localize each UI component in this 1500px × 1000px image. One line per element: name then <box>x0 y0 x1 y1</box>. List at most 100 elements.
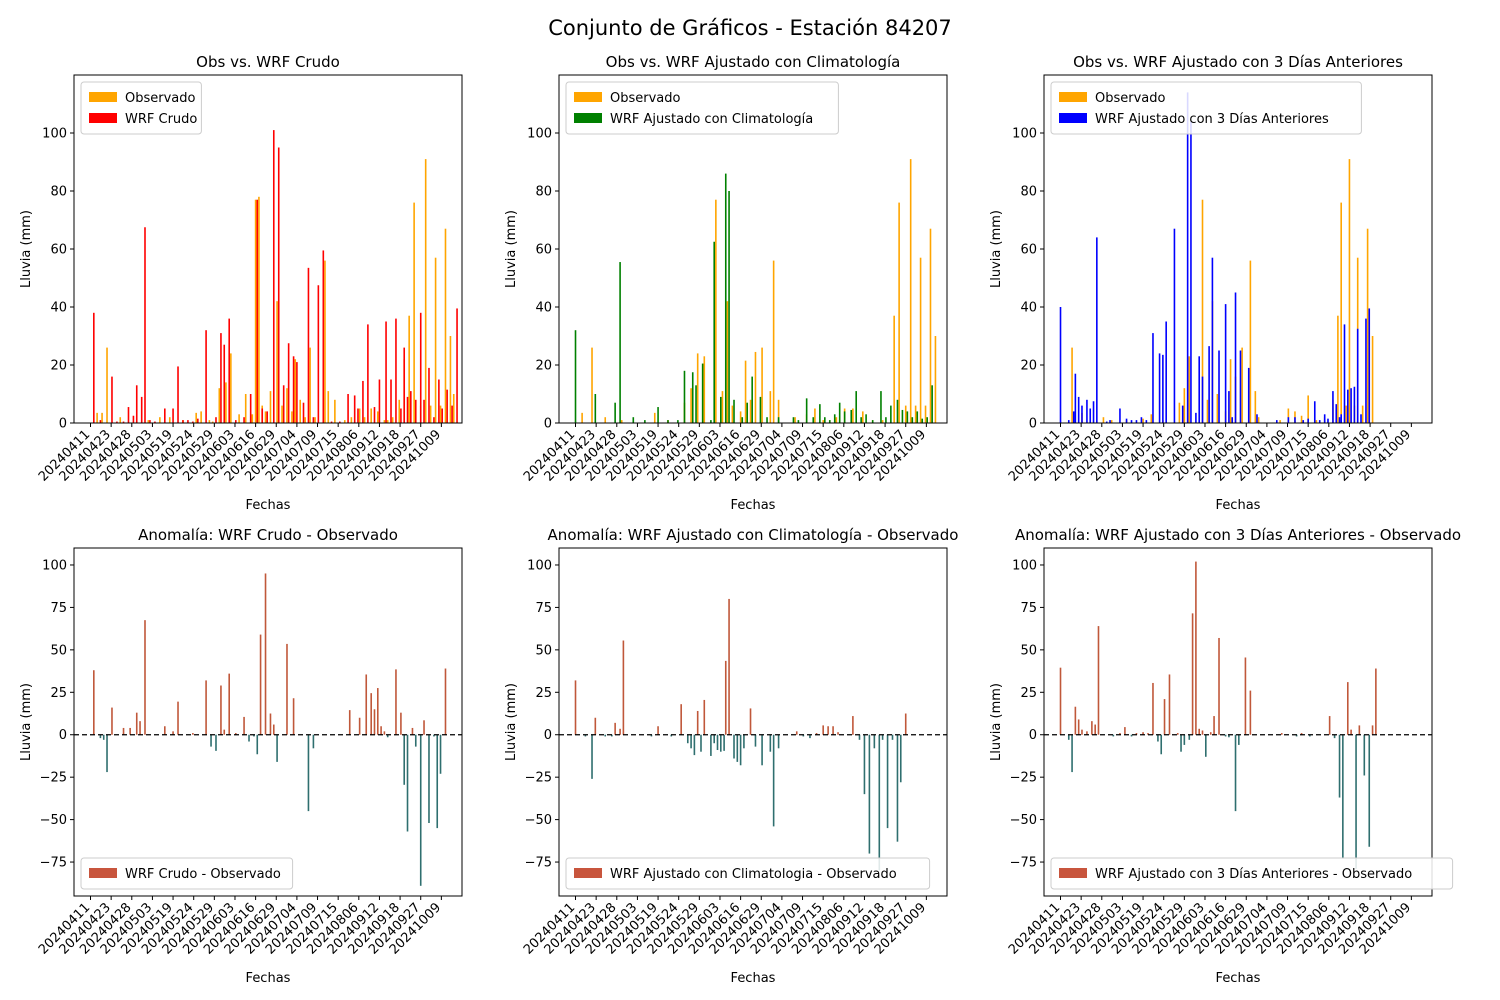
bar <box>814 408 816 423</box>
bar <box>127 407 130 423</box>
bars <box>574 159 937 423</box>
bar <box>177 366 179 423</box>
bar <box>795 731 798 735</box>
bar <box>269 713 272 735</box>
bar <box>378 379 381 423</box>
bar <box>122 421 125 423</box>
legend-swatch <box>574 113 602 123</box>
y-tick-label: 100 <box>527 558 552 573</box>
bar <box>850 409 853 423</box>
bar <box>187 420 189 423</box>
bar <box>144 227 146 423</box>
bar <box>1300 415 1303 423</box>
bar <box>1074 706 1077 735</box>
bar <box>1254 391 1257 423</box>
bar <box>746 402 749 423</box>
bar <box>1142 418 1144 423</box>
bar <box>363 417 366 423</box>
bar <box>1168 674 1171 735</box>
bar <box>1077 719 1080 735</box>
bar <box>294 359 297 423</box>
bar <box>296 362 298 423</box>
bar <box>713 734 715 744</box>
bar <box>1228 391 1230 423</box>
y-tick-label: −25 <box>40 771 67 786</box>
bar <box>99 734 102 739</box>
bars <box>93 573 447 886</box>
bar <box>205 330 207 423</box>
bar <box>724 660 727 735</box>
bar <box>584 734 587 737</box>
bar <box>1094 724 1096 735</box>
bar <box>1371 725 1374 735</box>
bar <box>743 734 745 749</box>
bar <box>720 396 722 423</box>
bar <box>1353 386 1356 423</box>
bar <box>591 347 593 423</box>
bar <box>1213 716 1215 735</box>
bar <box>878 734 881 871</box>
y-tick-label: 0 <box>1029 728 1037 743</box>
bar <box>292 356 295 423</box>
bar <box>111 707 113 735</box>
bar <box>286 388 288 423</box>
bar <box>1119 408 1121 423</box>
y-tick-label: 100 <box>42 127 67 142</box>
y-tick-label: 50 <box>535 643 552 658</box>
legend-entry: WRF Ajustado con 3 Días Anteriores - Obs… <box>1095 867 1412 882</box>
bar <box>1228 734 1230 738</box>
legend-box <box>565 81 839 135</box>
bar <box>865 414 867 423</box>
bar <box>266 411 268 423</box>
bar <box>792 417 795 423</box>
y-tick-label: 25 <box>50 686 67 701</box>
bar <box>1181 405 1184 423</box>
bar <box>291 411 293 423</box>
bar <box>1337 315 1339 423</box>
bar <box>886 734 889 829</box>
bar <box>347 394 349 423</box>
bar <box>924 405 927 423</box>
bar <box>1309 734 1311 737</box>
bar <box>1313 401 1316 423</box>
bar <box>251 414 254 423</box>
bar <box>348 710 351 735</box>
bar <box>1152 682 1154 735</box>
bar <box>228 673 230 735</box>
bar <box>1279 420 1281 423</box>
bar <box>428 367 430 423</box>
y-tick-label: 80 <box>535 185 552 200</box>
bar <box>1071 734 1073 773</box>
y-tick-label: 0 <box>59 728 67 743</box>
bar <box>1176 733 1179 735</box>
bar <box>254 199 257 423</box>
y-tick-label: 20 <box>1020 359 1037 374</box>
bar <box>99 420 102 423</box>
bar <box>261 408 264 423</box>
plot-frame <box>558 547 948 897</box>
bar <box>929 228 932 423</box>
bar <box>438 379 440 423</box>
legend-box <box>565 857 931 890</box>
chart-title: Anomalía: WRF Crudo - Observado <box>138 526 398 544</box>
bars <box>1059 92 1374 423</box>
bar <box>574 330 577 423</box>
bar <box>411 727 414 735</box>
bar <box>386 420 389 423</box>
bar <box>272 130 275 423</box>
bar <box>797 420 800 423</box>
bar <box>1224 734 1227 737</box>
bar <box>398 399 401 423</box>
bar <box>1211 257 1214 423</box>
bar <box>619 262 621 423</box>
bar <box>220 333 222 423</box>
bar <box>739 734 742 766</box>
bar <box>1302 420 1305 423</box>
bar <box>243 417 245 423</box>
bar <box>370 693 372 735</box>
x-axis-label: Fechas <box>246 971 291 986</box>
bar <box>691 372 694 423</box>
bar <box>1130 420 1133 423</box>
bar <box>149 420 151 423</box>
bar <box>741 417 744 423</box>
